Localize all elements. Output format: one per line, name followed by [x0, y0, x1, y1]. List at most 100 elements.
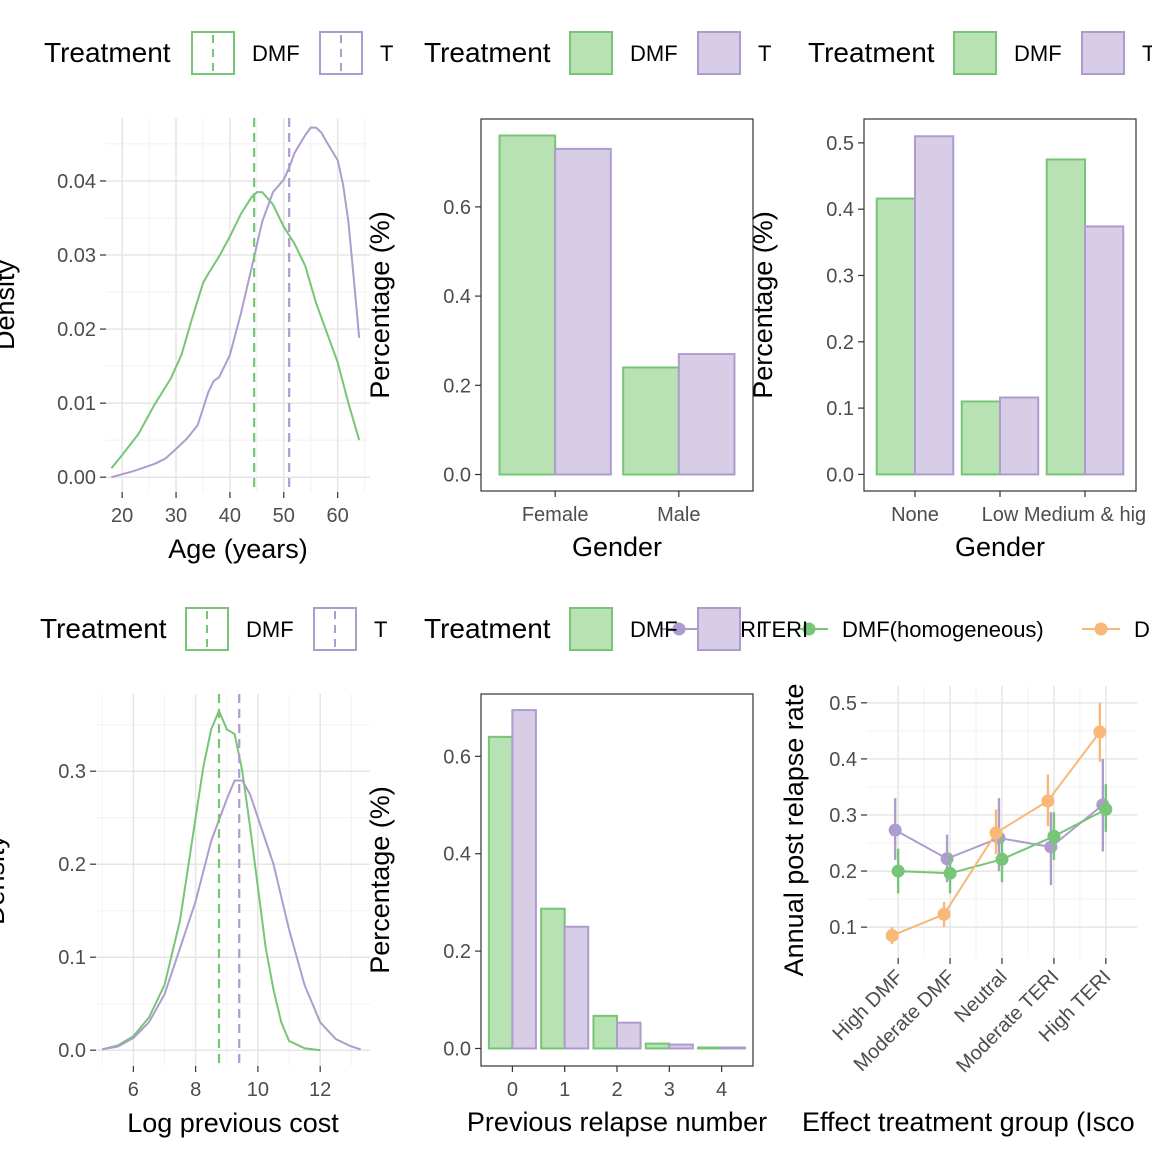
- legend-key-teri: [1081, 31, 1125, 75]
- density-line-teri: [102, 779, 361, 1051]
- legend-annual-rate: TERI DMF(homogeneous) D: [660, 617, 1150, 642]
- x-tick-label: 10: [247, 1079, 269, 1101]
- legend-title: Treatment: [424, 613, 551, 644]
- rate-point: [1093, 725, 1107, 739]
- y-axis-label: Percentage (%): [365, 786, 395, 974]
- x-axis-label: Gender: [955, 532, 1045, 562]
- legend-age: Treatment DMF T: [44, 31, 393, 75]
- rate-point: [940, 852, 954, 866]
- y-tick-label: 0.0: [443, 1038, 471, 1060]
- x-tick-label: 60: [327, 505, 349, 527]
- bar-dmf: [540, 907, 566, 1050]
- x-axis-label: Log previous cost: [127, 1108, 339, 1138]
- legend-label-teri: T: [1142, 41, 1152, 66]
- x-tick-label: 4: [716, 1079, 727, 1101]
- rate-point: [937, 907, 951, 921]
- legend-key-teri: [697, 31, 741, 75]
- y-tick-label: 0.4: [826, 199, 854, 221]
- bar-dmf: [697, 1046, 723, 1050]
- plot-area: [498, 134, 736, 476]
- bar-dmf: [1045, 158, 1086, 476]
- legend-key-point: [672, 622, 686, 636]
- y-tick-label: 0.3: [58, 761, 86, 783]
- panel-border: [863, 118, 1137, 492]
- bar-teri: [720, 1046, 747, 1050]
- y-tick-label: 0.6: [443, 197, 471, 219]
- legend-title: Treatment: [40, 613, 167, 644]
- y-tick-label: 0.5: [829, 693, 857, 715]
- y-tick-label: 0.00: [57, 467, 96, 489]
- rate-point: [891, 864, 905, 878]
- y-tick-label: 0.4: [829, 749, 857, 771]
- y-tick-label: 0.2: [829, 861, 857, 883]
- y-tick-label: 0.0: [443, 464, 471, 486]
- legend-label: D: [1134, 617, 1150, 642]
- bar-teri: [914, 135, 955, 476]
- legend-gender: Treatment DMF T: [424, 31, 771, 75]
- y-tick-label: 0.04: [57, 171, 96, 193]
- y-tick-label: 0.03: [57, 245, 96, 267]
- bar-teri: [1084, 225, 1125, 476]
- rate-point: [943, 866, 957, 880]
- legend-label-teri: T: [374, 617, 387, 642]
- legend-key-teri: [697, 607, 741, 651]
- legend-title: Treatment: [44, 37, 171, 68]
- y-axis-label: Percentage (%): [748, 211, 778, 399]
- y-axis-label: Annual post relapse rate: [779, 684, 809, 977]
- y-tick-label: 0.0: [826, 464, 854, 486]
- density-line-dmf: [101, 708, 321, 1052]
- x-tick-label: Low: [982, 504, 1019, 526]
- legend-label-dmf: DMF: [1014, 41, 1062, 66]
- x-tick-label: 2: [611, 1079, 622, 1101]
- x-axis-label: Effect treatment group (Isco: [802, 1107, 1135, 1137]
- x-tick-label: 50: [273, 505, 295, 527]
- x-tick-label: 6: [128, 1079, 139, 1101]
- plot-area: [875, 135, 1125, 476]
- y-tick-label: 0.4: [443, 844, 471, 866]
- y-tick-label: 0.02: [57, 319, 96, 341]
- y-axis-label: Percentage (%): [365, 211, 395, 399]
- x-axis-label: Gender: [572, 532, 662, 562]
- y-tick-label: 0.3: [826, 265, 854, 287]
- legend-label-teri: T: [380, 41, 393, 66]
- rate-point: [1047, 829, 1061, 843]
- bar-teri: [563, 925, 590, 1050]
- y-tick-label: 0.1: [826, 398, 854, 420]
- bar-teri: [511, 709, 537, 1050]
- plot-area: [487, 709, 747, 1050]
- bar-dmf: [875, 197, 916, 476]
- legend-relapse: Treatment DMF TERI: [424, 607, 808, 651]
- plot-area: [867, 686, 1137, 958]
- legend-label-dmf: DMF: [246, 617, 294, 642]
- bar-dmf: [960, 400, 1001, 476]
- panel-border: [480, 693, 754, 1067]
- density-line-teri: [111, 126, 361, 479]
- legend-key-dmf: [569, 607, 613, 651]
- y-tick-label: 0.0: [58, 1040, 86, 1062]
- legend-label-dmf: DMF: [630, 41, 678, 66]
- y-tick-label: 0.2: [443, 375, 471, 397]
- legend-label-dmf: DMF: [252, 41, 300, 66]
- rate-point: [888, 823, 902, 837]
- x-tick-label: 40: [219, 505, 241, 527]
- y-tick-label: 0.01: [57, 393, 96, 415]
- bar-dmf: [644, 1042, 671, 1050]
- bar-teri: [668, 1043, 694, 1050]
- x-tick-label: 3: [664, 1079, 675, 1101]
- x-axis-label: Age (years): [168, 534, 308, 564]
- x-tick-label: 20: [111, 505, 133, 527]
- x-tick-label: Medium & hig: [1024, 504, 1146, 526]
- x-tick-label: 8: [190, 1079, 201, 1101]
- x-tick-label: 1: [559, 1079, 570, 1101]
- bar-teri: [999, 396, 1040, 476]
- density-line-dmf: [110, 191, 361, 469]
- rate-point: [1099, 802, 1113, 816]
- bar-teri: [554, 147, 612, 476]
- bar-dmf: [622, 366, 680, 476]
- x-tick-label: 12: [309, 1079, 331, 1101]
- legend-label-teri: T: [758, 41, 771, 66]
- legend-label-teri: TERI: [758, 617, 808, 642]
- y-tick-label: 0.4: [443, 286, 471, 308]
- legend-key-point: [802, 622, 816, 636]
